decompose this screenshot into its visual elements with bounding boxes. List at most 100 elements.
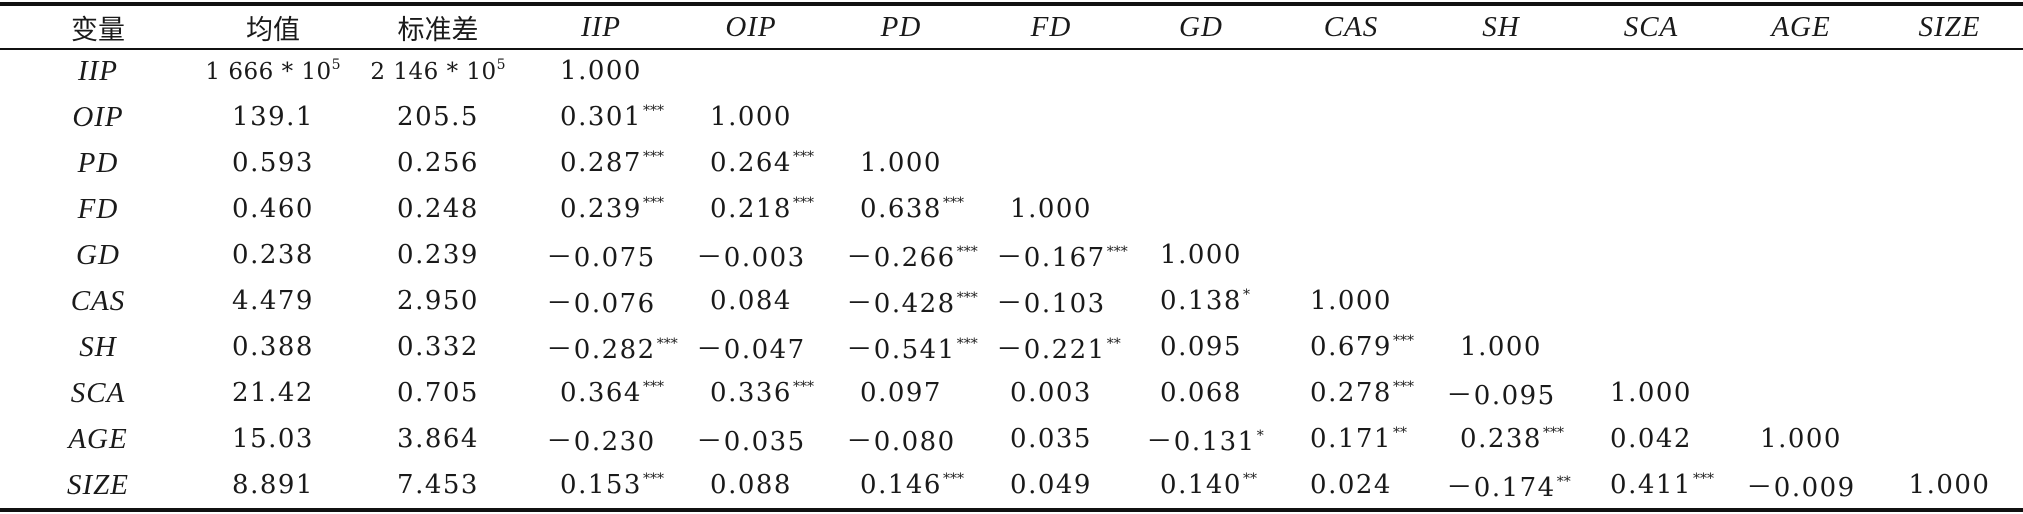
row-sd-cell: 3.864 [397, 424, 479, 454]
correlation-cell: －0.230 [526, 416, 676, 462]
correlation-cell: 1.000 [1426, 324, 1576, 370]
row-sd-cell: 0.705 [397, 378, 479, 408]
header-cell-sd: 标准差 [397, 14, 479, 46]
correlation-cell: 0.095 [1126, 324, 1276, 370]
correlation-cell [1726, 278, 1876, 324]
correlation-cell [1726, 232, 1876, 278]
correlation-cell: 0.088 [676, 462, 826, 508]
correlation-cell: 0.171** [1276, 416, 1426, 462]
correlation-value: 0.024 [1310, 470, 1392, 500]
correlation-value: 1.000 [560, 56, 642, 86]
row-sd-cell: 0.256 [397, 148, 479, 178]
correlation-value: 0.146 [860, 470, 942, 500]
row-mean-cell: 8.891 [232, 470, 314, 500]
table-row: CAS 4.479 2.950 －0.076 0.084 －0.428*** －0.103 0… [0, 278, 2023, 324]
correlation-cell: 0.411*** [1576, 462, 1726, 508]
correlation-value: 0.239 [560, 194, 642, 224]
correlation-cell: 1.000 [1876, 462, 2023, 508]
correlation-cell: －0.541*** [826, 324, 978, 370]
table-row: IIP 1 666 * 105 2 146 * 105 1.000 [0, 48, 2023, 94]
correlation-value: －0.003 [696, 242, 806, 273]
significance-stars: *** [956, 243, 978, 260]
correlation-cell: 0.336*** [676, 370, 826, 416]
correlation-cell [1426, 94, 1576, 140]
correlation-value: 0.138 [1160, 286, 1242, 316]
row-variable-label: GD [76, 238, 120, 271]
correlation-cell: 0.097 [826, 370, 976, 416]
significance-stars: *** [642, 103, 664, 119]
correlation-cell: －0.103 [976, 278, 1126, 324]
correlation-cell: 1.000 [676, 94, 826, 140]
bottom-rule [0, 508, 2023, 512]
table-row: FD 0.460 0.248 0.239*** 0.218*** 0.638*** 1.00… [0, 186, 2023, 232]
row-sd-cell: 0.239 [397, 240, 479, 270]
correlation-cell [1426, 48, 1576, 94]
significance-stars: *** [942, 195, 964, 211]
row-mean-cell: 139.1 [232, 102, 314, 132]
header-cell-variable: 变量 [71, 14, 125, 46]
significance-stars: *** [956, 335, 978, 352]
header-cell-pd: PD [880, 10, 922, 43]
correlation-value: －0.541 [846, 334, 956, 365]
correlation-cell [1576, 278, 1726, 324]
correlation-cell: 0.239*** [526, 186, 676, 232]
correlation-value: 0.049 [1010, 470, 1092, 500]
header-cell-size: SIZE [1918, 10, 1981, 43]
correlation-cell: 0.049 [976, 462, 1126, 508]
correlation-value: －0.282 [546, 334, 656, 365]
correlation-value: －0.095 [1446, 380, 1556, 411]
correlation-cell: 0.003 [976, 370, 1126, 416]
significance-stars: * [1242, 287, 1250, 303]
table-row: OIP 139.1 205.5 0.301*** 1.000 [0, 94, 2023, 140]
header-cell-iip: IIP [580, 10, 622, 43]
row-mean-cell: 0.238 [232, 240, 314, 270]
correlation-cell: －0.221** [976, 324, 1126, 370]
table-row: PD 0.593 0.256 0.287*** 0.264*** 1.000 [0, 140, 2023, 186]
row-mean-cell: 15.03 [232, 424, 314, 454]
correlation-cell: 1.000 [826, 140, 976, 186]
correlation-cell [1726, 370, 1876, 416]
correlation-cell: －0.282*** [526, 324, 677, 370]
correlation-value: 1.000 [1310, 286, 1392, 316]
correlation-cell [1126, 186, 1276, 232]
significance-stars: ** [1106, 335, 1121, 352]
correlation-cell: 0.138* [1126, 278, 1276, 324]
correlation-value: 0.171 [1310, 424, 1392, 454]
correlation-cell [1576, 48, 1726, 94]
significance-stars: *** [642, 195, 664, 211]
table-row: SCA 21.42 0.705 0.364*** 0.336*** 0.097 0.003 0… [0, 370, 2023, 416]
correlation-value: 1.000 [1610, 378, 1692, 408]
correlation-cell: 0.140** [1126, 462, 1276, 508]
correlation-value: －0.266 [846, 242, 956, 273]
correlation-cell: 1.000 [976, 186, 1126, 232]
correlation-cell [1876, 278, 2023, 324]
correlation-cell [976, 48, 1126, 94]
header-cell-cas: CAS [1323, 10, 1379, 43]
correlation-cell: 1.000 [1576, 370, 1726, 416]
correlation-value: 0.364 [560, 378, 642, 408]
correlation-value: 1.000 [1460, 332, 1542, 362]
row-mean-cell: 0.388 [232, 332, 314, 362]
correlation-value: 0.068 [1160, 378, 1242, 408]
correlation-value: 0.097 [860, 378, 942, 408]
correlation-cell: －0.080 [826, 416, 976, 462]
correlation-cell [1426, 278, 1576, 324]
correlation-cell: 0.679*** [1276, 324, 1426, 370]
correlation-cell: 0.264*** [676, 140, 826, 186]
significance-stars: *** [792, 195, 814, 211]
correlation-cell [1726, 186, 1876, 232]
correlation-cell [1276, 140, 1426, 186]
significance-stars: *** [1542, 425, 1564, 441]
row-variable-label: SIZE [67, 468, 129, 501]
correlation-cell [1876, 48, 2023, 94]
correlation-cell: －0.428*** [826, 278, 977, 324]
table-row: AGE 15.03 3.864 －0.230 －0.035 －0.080 0.035 －0.1… [0, 416, 2023, 462]
correlation-value: －0.167 [996, 242, 1106, 273]
correlation-cell [676, 48, 826, 94]
row-sd-cell: 0.248 [397, 194, 479, 224]
correlation-cell [1876, 186, 2023, 232]
significance-stars: ** [1242, 471, 1257, 487]
correlation-value: 1.000 [1010, 194, 1092, 224]
correlation-value: －0.428 [846, 288, 956, 319]
correlation-value: 0.638 [860, 194, 942, 224]
